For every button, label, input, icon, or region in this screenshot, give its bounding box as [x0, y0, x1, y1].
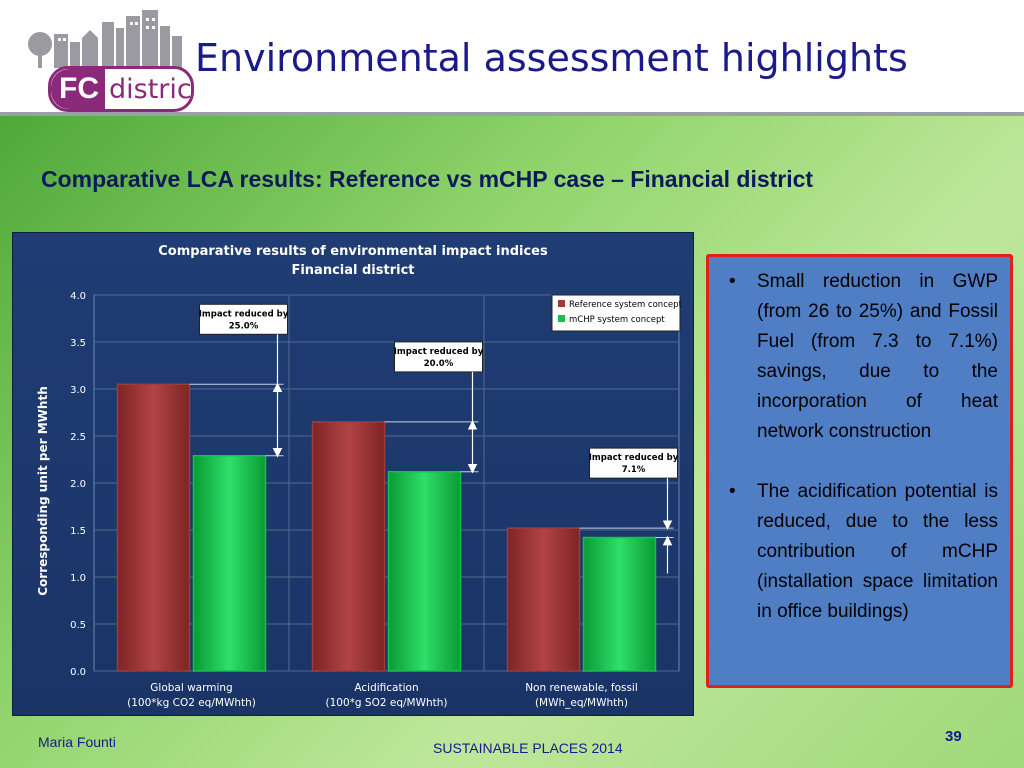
legend-label: Reference system concept	[569, 300, 682, 310]
y-tick-label: 2.0	[70, 479, 86, 490]
bar-chart: Comparative results of environmental imp…	[12, 232, 694, 716]
x-tick-label: Global warming	[150, 682, 232, 694]
logo-fc: FC	[51, 69, 105, 109]
callout-label: Impact reduced by	[199, 309, 289, 319]
bullet-list: • Small reduction in GWP (from 26 to 25%)…	[709, 257, 1010, 627]
chart-canvas: Comparative results of environmental imp…	[36, 244, 682, 709]
callout-label: Impact reduced by	[589, 453, 679, 463]
slide-title: Environmental assessment highlights	[195, 36, 908, 80]
bullet-item: • The acidification potential is reduced,…	[729, 477, 998, 627]
legend-swatch	[558, 300, 565, 307]
callout-value: 20.0%	[424, 359, 454, 369]
y-tick-label: 4.0	[70, 291, 86, 302]
callout-value: 7.1%	[622, 465, 646, 475]
reduction-callout	[199, 303, 288, 335]
callout-value: 25.0%	[229, 321, 259, 331]
chart-title: Comparative results of environmental imp…	[158, 244, 548, 259]
bullet-item: • Small reduction in GWP (from 26 to 25%)…	[729, 267, 998, 447]
x-tick-unit: (100*kg CO2 eq/MWhth)	[127, 697, 256, 709]
y-axis-label: Corresponding unit per MWhth	[36, 386, 50, 596]
y-tick-label: 2.5	[70, 432, 86, 443]
bar-reference	[116, 383, 191, 672]
y-tick-label: 0.0	[70, 667, 86, 678]
slide-header: FC district Environmental assessment hig…	[0, 0, 1024, 116]
bullet-icon: •	[729, 271, 736, 292]
legend-swatch	[558, 315, 565, 322]
highlights-textbox: • Small reduction in GWP (from 26 to 25%)…	[706, 254, 1013, 688]
bullet-text: The acidification potential is reduced, …	[757, 481, 998, 622]
page-number: 39	[945, 728, 962, 745]
x-tick-unit: (MWh_eq/MWhth)	[535, 697, 628, 709]
legend-box	[551, 294, 681, 332]
bar-mchp	[192, 454, 267, 672]
y-tick-label: 3.0	[70, 385, 86, 396]
footer-event: SUSTAINABLE PLACES 2014	[433, 740, 623, 756]
reduction-callout	[394, 341, 483, 373]
bar-reference	[506, 527, 581, 672]
bar-mchp	[582, 536, 657, 672]
bullet-icon: •	[729, 481, 736, 502]
bar-mchp	[387, 470, 462, 672]
logo-district: district	[109, 73, 194, 105]
bar-reference	[311, 421, 386, 672]
logo-wordmark: FC district	[48, 66, 194, 112]
y-tick-label: 3.5	[70, 338, 86, 349]
bullet-text: Small reduction in GWP (from 26 to 25%) …	[757, 271, 998, 442]
fc-district-logo: FC district	[18, 8, 194, 112]
y-tick-label: 0.5	[70, 620, 86, 631]
city-skyline-icon	[28, 10, 182, 68]
x-tick-unit: (100*g SO2 eq/MWhth)	[326, 697, 448, 709]
footer-author: Maria Founti	[38, 734, 116, 750]
legend-label: mCHP system concept	[569, 315, 665, 325]
callout-label: Impact reduced by	[394, 347, 484, 357]
slide-subtitle: Comparative LCA results: Reference vs mC…	[41, 166, 814, 192]
x-tick-label: Non renewable, fossil	[525, 682, 638, 694]
reduction-callout	[589, 447, 678, 479]
y-tick-label: 1.0	[70, 573, 86, 584]
chart-subtitle: Financial district	[291, 263, 414, 278]
y-tick-label: 1.5	[70, 526, 86, 537]
x-tick-label: Acidification	[354, 682, 418, 694]
